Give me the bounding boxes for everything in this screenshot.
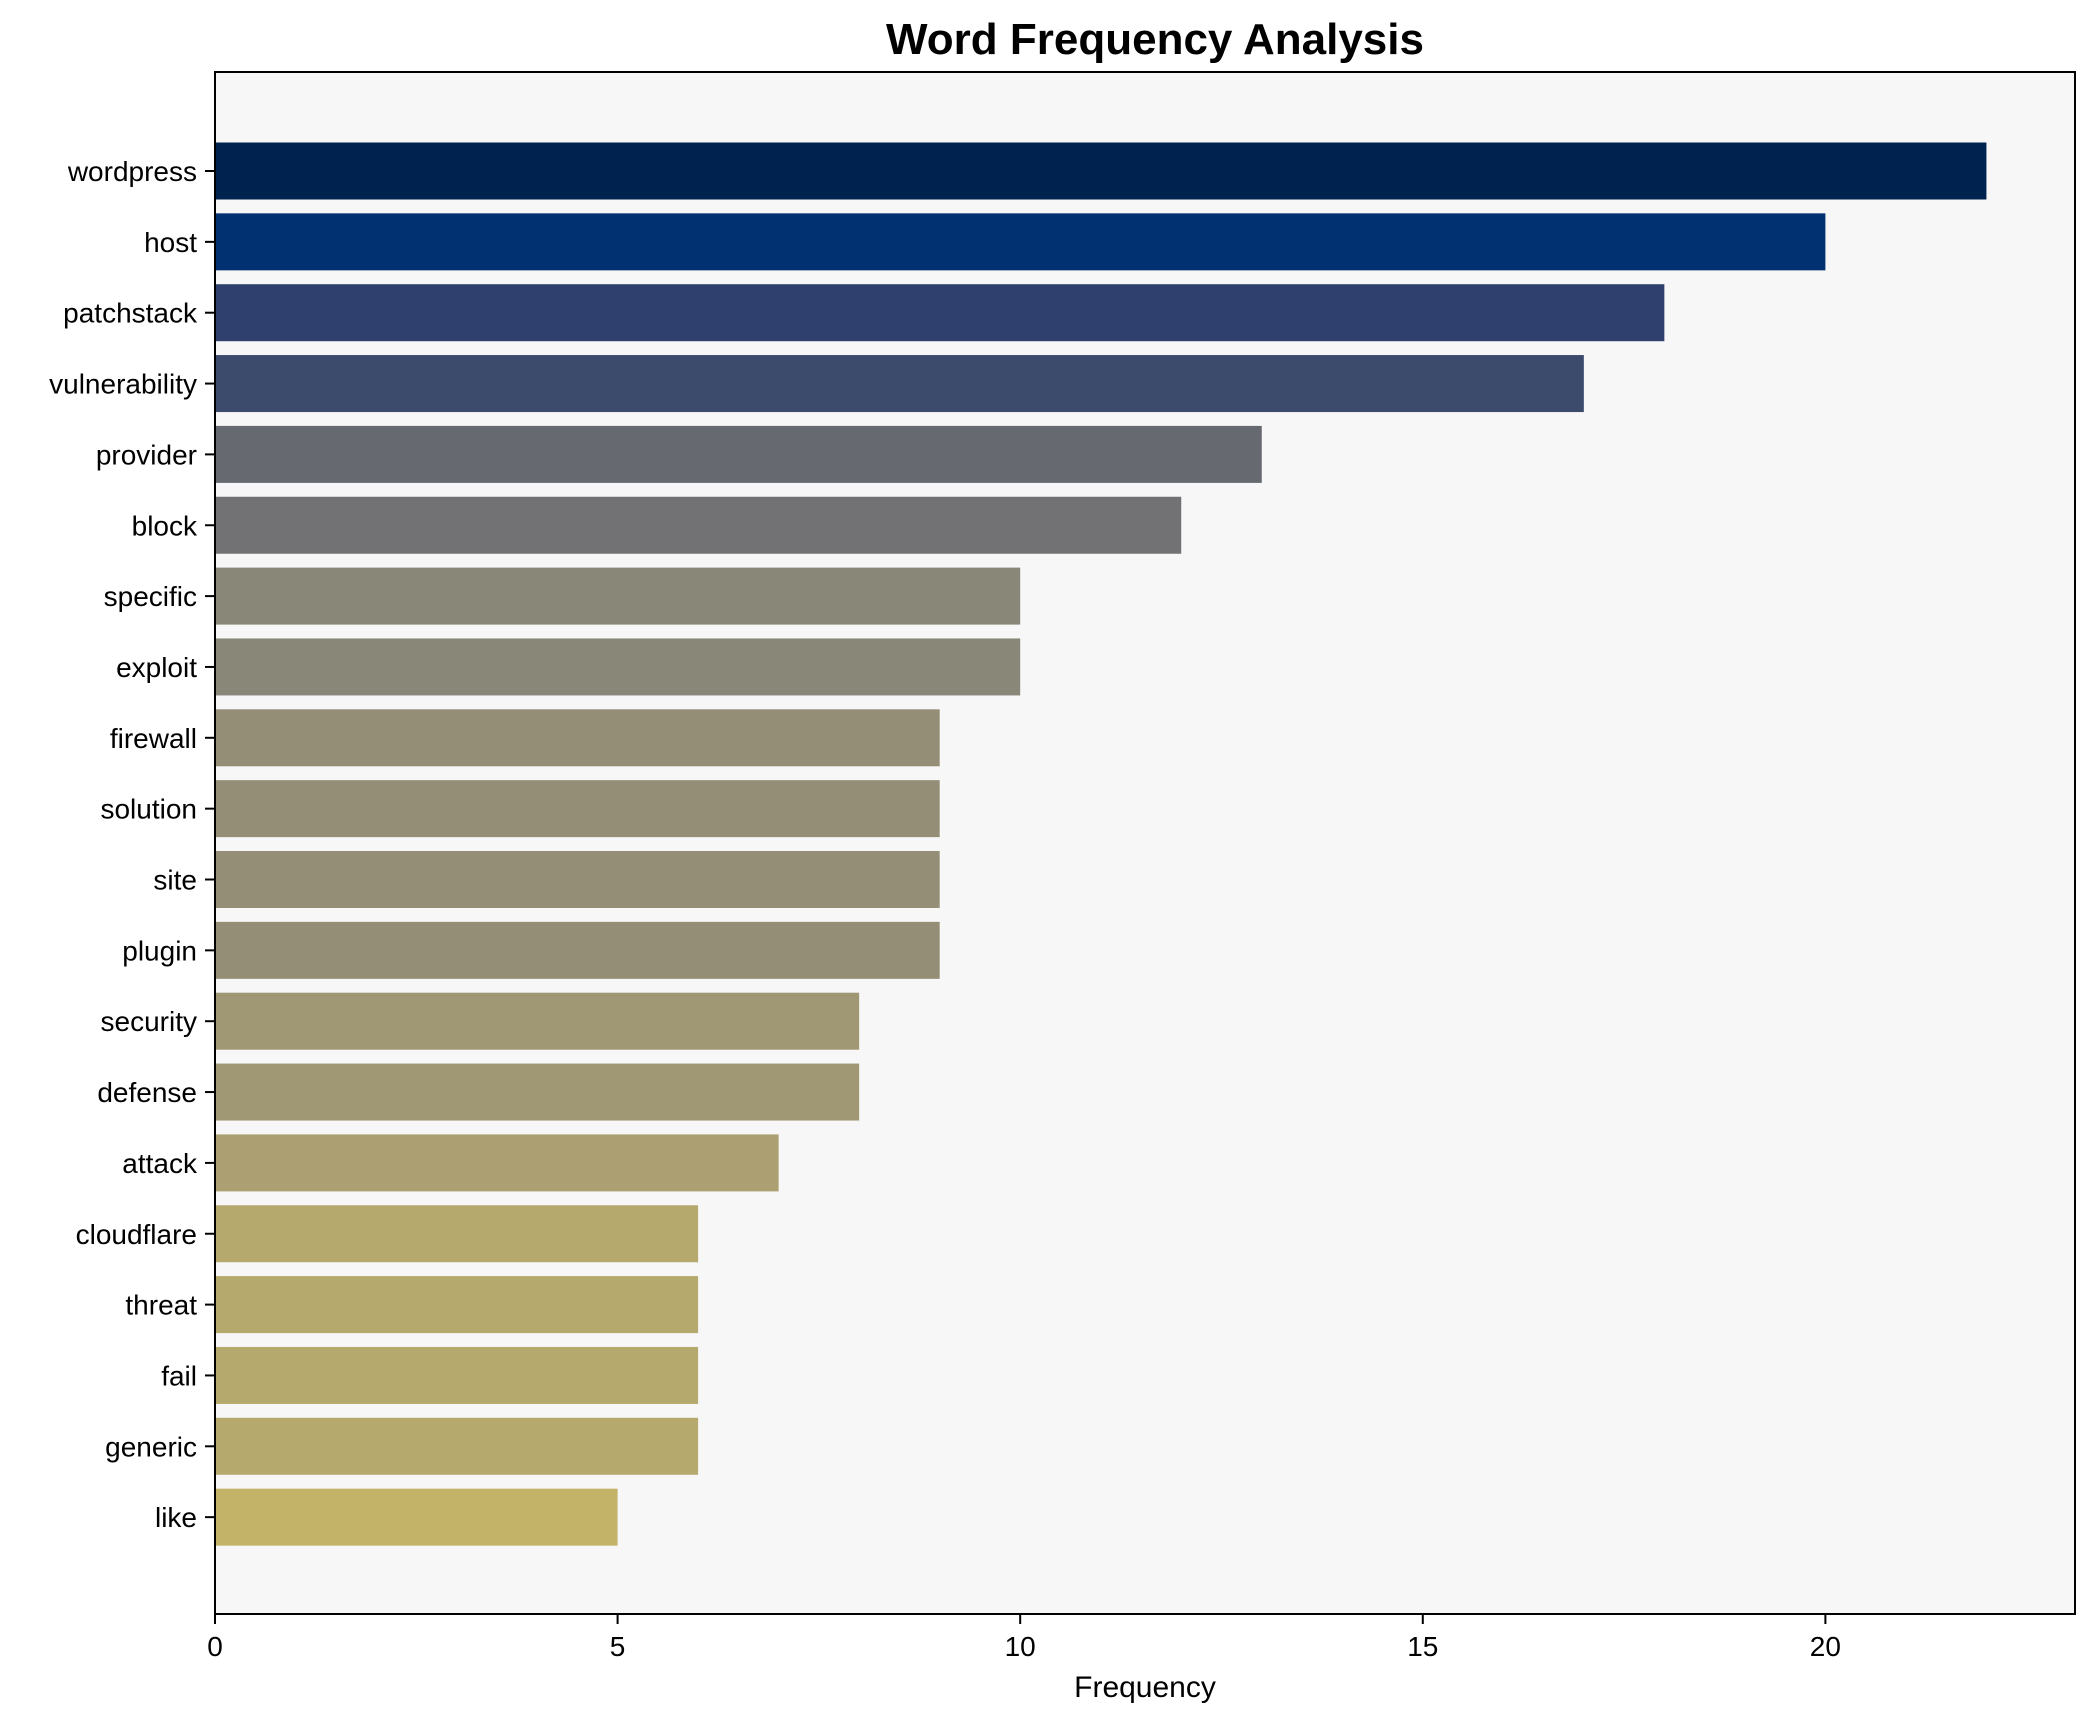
y-tick-label: cloudflare — [76, 1219, 197, 1250]
bar-host — [215, 213, 1826, 271]
y-tick-label: security — [101, 1006, 197, 1037]
x-axis-label: Frequency — [1074, 1671, 1216, 1704]
bar-provider — [215, 425, 1262, 483]
bar-generic — [215, 1417, 699, 1475]
bar-solution — [215, 780, 940, 838]
y-tick-label: attack — [122, 1148, 198, 1179]
bar-firewall — [215, 709, 940, 767]
y-axis: wordpress host patchstack vulnerability prov… — [49, 156, 215, 1533]
bar-vulnerability — [215, 355, 1584, 413]
y-tick-label: vulnerability — [49, 369, 197, 400]
bar-patchstack — [215, 284, 1665, 342]
y-tick-label: generic — [105, 1431, 197, 1462]
x-tick-label: 10 — [1005, 1631, 1036, 1662]
chart-title: Word Frequency Analysis — [886, 15, 1424, 64]
bars-group — [215, 142, 1987, 1546]
bar-cloudflare — [215, 1205, 699, 1263]
bar-threat — [215, 1276, 699, 1334]
y-tick-label: patchstack — [63, 298, 198, 329]
bar-attack — [215, 1134, 779, 1192]
y-tick-label: block — [132, 510, 198, 541]
y-tick-label: firewall — [110, 723, 197, 754]
y-tick-label: exploit — [116, 652, 197, 683]
y-tick-label: specific — [104, 581, 197, 612]
x-axis: 0 5 10 15 20 — [207, 1614, 1841, 1662]
x-tick-label: 20 — [1810, 1631, 1841, 1662]
bar-wordpress — [215, 142, 1987, 200]
y-tick-label: fail — [161, 1360, 197, 1391]
bar-fail — [215, 1346, 699, 1404]
bar-like — [215, 1488, 618, 1546]
y-tick-label: like — [155, 1502, 197, 1533]
bar-security — [215, 992, 860, 1050]
y-tick-label: defense — [97, 1077, 197, 1108]
bar-exploit — [215, 638, 1021, 696]
y-tick-label: provider — [96, 439, 197, 470]
bar-defense — [215, 1063, 860, 1121]
x-tick-label: 15 — [1407, 1631, 1438, 1662]
y-tick-label: plugin — [122, 935, 197, 966]
y-tick-label: site — [153, 865, 197, 896]
x-tick-label: 5 — [610, 1631, 626, 1662]
plot-frame — [214, 71, 2076, 1615]
bar-site — [215, 851, 940, 908]
y-tick-label: host — [144, 227, 197, 258]
y-tick-label: solution — [100, 794, 197, 825]
bar-specific — [215, 567, 1021, 625]
x-tick-label: 0 — [207, 1631, 223, 1662]
bar-block — [215, 496, 1182, 554]
y-tick-label: threat — [125, 1290, 197, 1321]
y-tick-label: wordpress — [67, 156, 197, 187]
bar-plugin — [215, 921, 940, 979]
